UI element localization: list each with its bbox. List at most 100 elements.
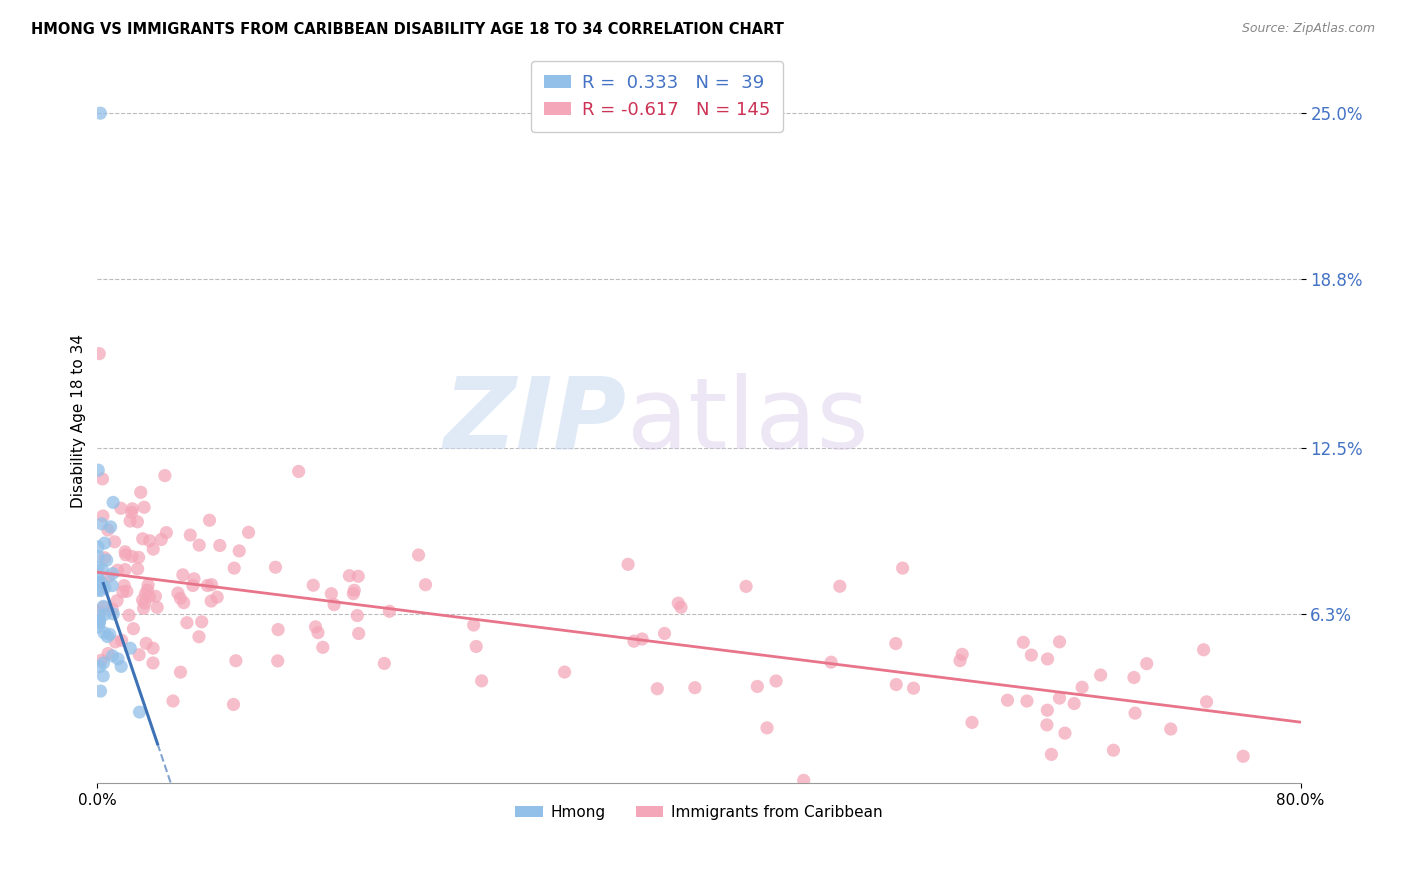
Point [222,698,245,712]
Point [93,536,115,550]
Point [162,694,184,708]
Text: HMONG VS IMMIGRANTS FROM CARIBBEAN DISABILITY AGE 18 TO 34 CORRELATION CHART: HMONG VS IMMIGRANTS FROM CARIBBEAN DISAB… [31,22,783,37]
Point [90,653,112,667]
Point [128,648,150,662]
Point [264,560,287,574]
Point [131,532,153,546]
Point [97,523,120,537]
Point [669,600,692,615]
Point [1160,722,1182,736]
Point [128,705,150,719]
Point [87,605,110,619]
Point [121,501,143,516]
Point [343,583,366,598]
Point [110,659,132,673]
Point [1102,743,1125,757]
Point [181,578,204,592]
Point [224,561,246,575]
Point [135,636,157,650]
Point [1021,648,1043,662]
Point [93,656,115,670]
Point [111,585,134,599]
Point [101,566,124,581]
Point [654,626,676,640]
Point [1049,635,1071,649]
Point [1123,671,1146,685]
Text: atlas: atlas [627,373,869,470]
Point [312,640,335,655]
Point [132,500,155,515]
Point [1192,642,1215,657]
Point [820,655,842,669]
Point [91,472,114,486]
Point [87,614,110,628]
Point [120,641,142,656]
Point [134,587,156,601]
Point [145,589,167,603]
Point [97,647,120,661]
Point [1040,747,1063,762]
Point [415,578,437,592]
Point [756,721,779,735]
Point [91,669,114,683]
Point [96,630,118,644]
Point [101,602,124,616]
Point [228,544,250,558]
Point [87,620,110,634]
Point [735,579,758,593]
Point [1036,718,1059,732]
Point [87,582,110,597]
Point [93,607,115,622]
Point [118,608,141,623]
Point [138,590,160,604]
Point [884,636,907,650]
Point [179,528,201,542]
Point [89,346,111,360]
Point [93,550,115,565]
Point [91,508,114,523]
Point [100,520,122,534]
Point [408,548,430,562]
Point [190,615,212,629]
Point [267,654,290,668]
Point [101,578,124,592]
Point [903,681,925,695]
Text: ZIP: ZIP [444,373,627,470]
Point [307,625,329,640]
Point [176,615,198,630]
Point [167,586,190,600]
Point [134,596,156,610]
Point [554,665,576,679]
Point [127,562,149,576]
Point [1136,657,1159,671]
Point [200,577,222,591]
Point [129,485,152,500]
Point [136,578,159,592]
Point [683,681,706,695]
Point [463,618,485,632]
Point [131,593,153,607]
Point [112,579,135,593]
Point [1071,680,1094,694]
Point [104,635,127,649]
Point [111,633,134,648]
Point [884,677,907,691]
Point [103,534,125,549]
Point [89,106,111,120]
Point [150,533,173,547]
Point [122,622,145,636]
Point [110,501,132,516]
Point [89,583,111,598]
Point [267,623,290,637]
Point [121,505,143,519]
Point [105,593,128,607]
Point [1063,697,1085,711]
Point [169,665,191,680]
Point [1195,695,1218,709]
Point [302,578,325,592]
Point [91,562,114,576]
Point [114,548,136,562]
Point [1036,703,1059,717]
Point [617,558,640,572]
Point [321,587,343,601]
